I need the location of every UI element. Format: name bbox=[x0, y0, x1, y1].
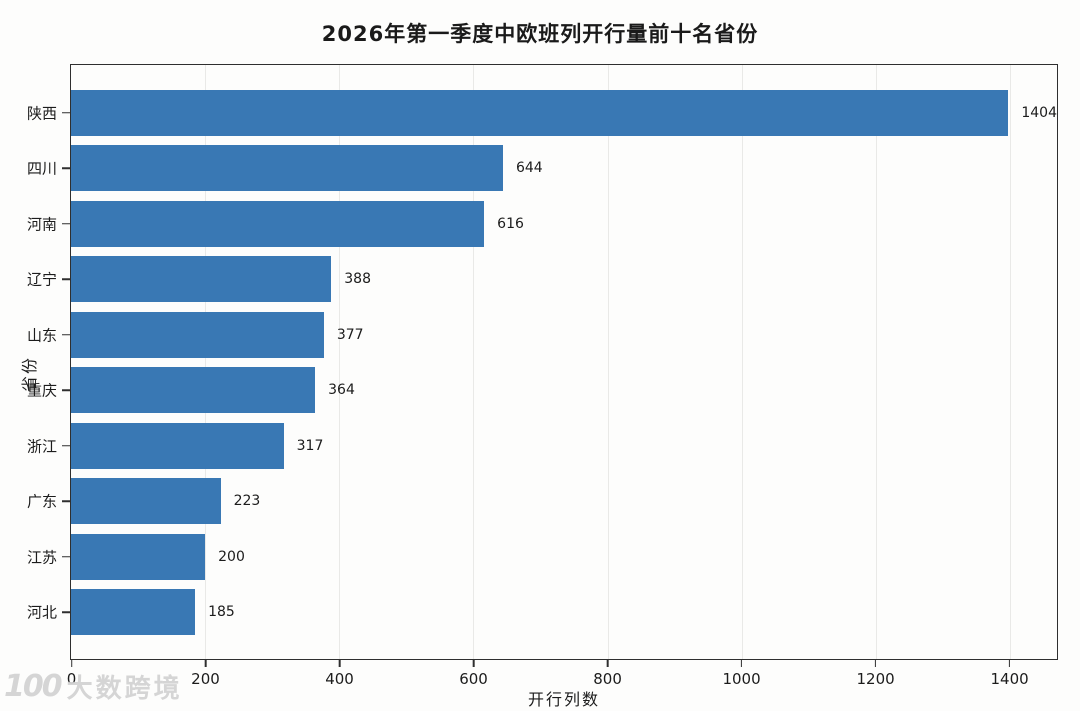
x-axis-title: 开行列数 bbox=[527, 690, 600, 709]
x-tick-label: 1000 bbox=[722, 670, 761, 688]
y-tick-mark bbox=[61, 556, 70, 558]
bar-row: 陕西 1404 bbox=[27, 85, 1057, 141]
bars-container: 陕西 1404 四川 644 河南 616 辽宁 388 山东 377 重庆 364 浙江 317 广东 22… bbox=[27, 65, 1057, 659]
y-tick-label: 浙江 bbox=[26, 437, 57, 456]
bar bbox=[71, 589, 196, 636]
watermark-logo-icon: 100 bbox=[4, 669, 63, 704]
gridline bbox=[741, 65, 743, 659]
gridline bbox=[339, 65, 341, 659]
x-tick: 1200 bbox=[856, 660, 895, 688]
x-tick-mark bbox=[338, 660, 341, 667]
gridline bbox=[205, 65, 207, 659]
y-tick-mark bbox=[61, 611, 70, 613]
y-tick-mark bbox=[61, 445, 70, 447]
bar bbox=[71, 311, 324, 358]
y-tick-mark bbox=[61, 278, 70, 280]
y-tick-label: 辽宁 bbox=[26, 270, 57, 289]
x-tick-label: 1200 bbox=[856, 670, 895, 688]
bar bbox=[71, 200, 485, 247]
bar bbox=[71, 533, 206, 580]
bar-row: 河北 185 bbox=[27, 585, 1057, 641]
bar-value-label: 364 bbox=[328, 382, 355, 399]
x-tick-label: 1400 bbox=[990, 670, 1029, 688]
y-tick-mark bbox=[61, 500, 70, 502]
bar-row: 广东 223 bbox=[27, 474, 1057, 530]
bar-row: 辽宁 388 bbox=[27, 252, 1057, 308]
x-tick-label: 800 bbox=[593, 670, 622, 688]
x-tick-mark bbox=[70, 660, 73, 667]
bar-value-label: 200 bbox=[218, 548, 245, 565]
x-tick: 1000 bbox=[722, 660, 761, 688]
gridline bbox=[875, 65, 877, 659]
y-tick-label: 四川 bbox=[26, 159, 57, 178]
gridline bbox=[1010, 65, 1012, 659]
x-tick: 800 bbox=[593, 660, 622, 688]
x-tick: 1400 bbox=[991, 660, 1029, 688]
x-tick: 200 bbox=[191, 660, 220, 688]
x-tick: 400 bbox=[325, 660, 354, 688]
y-tick-mark bbox=[61, 223, 70, 225]
bar-value-label: 616 bbox=[497, 215, 524, 232]
bar-row: 江苏 200 bbox=[27, 529, 1057, 585]
x-tick-mark bbox=[740, 660, 743, 667]
bar bbox=[71, 256, 332, 303]
bar-value-label: 185 bbox=[208, 604, 235, 621]
bar-row: 重庆 364 bbox=[27, 363, 1057, 419]
x-tick-label: 400 bbox=[325, 670, 354, 688]
x-axis-ticks: 0 200 400 600 800 1000 1200 1400 bbox=[67, 660, 1057, 694]
y-tick-label: 重庆 bbox=[26, 381, 57, 400]
bar-value-label: 223 bbox=[233, 493, 261, 510]
y-tick-label: 广东 bbox=[26, 492, 57, 511]
bar-row: 河南 616 bbox=[27, 196, 1057, 252]
bar-value-label: 377 bbox=[336, 326, 364, 343]
y-tick-mark bbox=[61, 167, 70, 169]
bar-value-label: 644 bbox=[515, 160, 543, 177]
y-tick-label: 山东 bbox=[26, 326, 57, 345]
bar bbox=[71, 422, 284, 469]
chart-title: 2026年第一季度中欧班列开行量前十名省份 bbox=[321, 22, 759, 46]
y-tick-label: 河南 bbox=[26, 215, 57, 234]
bar-value-label: 317 bbox=[296, 437, 324, 454]
x-tick-label: 600 bbox=[459, 670, 488, 688]
y-tick-mark bbox=[61, 334, 70, 336]
y-tick-mark bbox=[61, 112, 70, 114]
y-tick-label: 河北 bbox=[26, 603, 57, 622]
bar-value-label: 1404 bbox=[1021, 104, 1057, 121]
bar-row: 四川 644 bbox=[27, 141, 1057, 197]
x-tick-mark bbox=[874, 660, 877, 667]
y-tick-mark bbox=[61, 389, 70, 391]
y-tick-label: 江苏 bbox=[26, 548, 57, 567]
bar bbox=[71, 367, 316, 414]
bar-value-label: 388 bbox=[344, 271, 371, 288]
y-tick-label: 陕西 bbox=[26, 104, 57, 123]
bar-row: 山东 377 bbox=[27, 307, 1057, 363]
x-tick-label: 200 bbox=[191, 670, 220, 688]
gridline bbox=[607, 65, 609, 659]
bar-row: 浙江 317 bbox=[27, 418, 1057, 474]
x-tick-mark bbox=[606, 660, 609, 667]
x-tick: 600 bbox=[459, 660, 488, 688]
bar bbox=[71, 145, 503, 192]
x-tick: 0 bbox=[66, 660, 77, 688]
bar bbox=[71, 89, 1009, 136]
bar bbox=[71, 478, 221, 525]
x-tick-mark bbox=[472, 660, 475, 667]
x-tick-label: 0 bbox=[66, 670, 77, 688]
plot-area: 陕西 1404 四川 644 河南 616 辽宁 388 山东 377 重庆 364 浙江 317 广东 22… bbox=[27, 64, 1058, 660]
gridline bbox=[473, 65, 475, 659]
x-tick-mark bbox=[1008, 660, 1011, 667]
x-tick-mark bbox=[204, 660, 207, 667]
